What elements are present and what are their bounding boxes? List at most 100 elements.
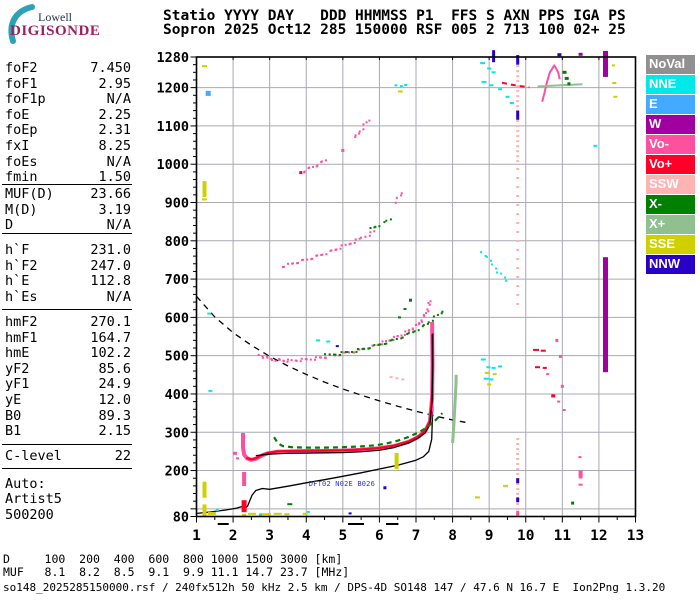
parameter-value: N/A	[106, 91, 131, 108]
parameter-value: N/A	[106, 288, 131, 305]
legend-item-x: X-	[646, 195, 695, 214]
parameter-value: 12.0	[98, 391, 131, 408]
parameter-label: yE	[5, 391, 22, 408]
parameter-label: B1	[5, 423, 22, 440]
svg-text:700: 700	[165, 272, 189, 288]
svg-text:2: 2	[229, 528, 238, 544]
legend-item-e: E	[646, 95, 695, 114]
parameter-section: foF2 7.450 foF1 2.95 foF1p N/A foE 2.25 foEp 2.31…	[5, 60, 131, 186]
legend-item-sse: SSE	[646, 235, 695, 254]
parameter-value: 2.95	[98, 75, 131, 92]
panel-separator	[2, 184, 132, 185]
parameter-row-hf: h`F 231.0	[5, 242, 131, 259]
legend-item-vo: Vo-	[646, 135, 695, 154]
parameter-row-yf2: yF2 85.6	[5, 360, 131, 378]
parameter-label: MUF(D)	[5, 186, 54, 202]
svg-text:10: 10	[517, 528, 534, 544]
svg-text:300: 300	[165, 425, 189, 441]
parameter-label: D	[5, 217, 14, 234]
parameter-row-fof1p: foF1p N/A	[5, 92, 131, 108]
svg-text:1280: 1280	[156, 50, 189, 66]
parameter-label: h`F	[5, 242, 30, 258]
parameter-row-b0: B0 89.3	[5, 407, 131, 425]
parameter-row-b1: B1 2.15	[5, 424, 131, 440]
parameter-value: 2.31	[98, 122, 131, 139]
svg-text:600: 600	[165, 310, 189, 326]
parameter-value: 231.0	[90, 242, 131, 258]
topright-xplus-line	[537, 83, 583, 88]
parameter-value: 89.3	[98, 407, 131, 424]
x-trace-top	[451, 374, 458, 444]
profile-annotation: DFT02 N02E B026	[309, 480, 375, 488]
lowell-digisonde-logo: Lowell DIGISONDE	[2, 2, 157, 46]
ionogram-traces	[196, 55, 583, 516]
parameter-row-foep: foEp 2.31	[5, 123, 131, 139]
topright-red-dashes	[501, 81, 530, 89]
parameter-section: C-level 22	[5, 448, 131, 465]
legend-item-noval: NoVal	[646, 55, 695, 74]
parameter-label: foEp	[5, 122, 38, 139]
parameter-label: fmin	[5, 169, 38, 186]
svg-text:1: 1	[192, 528, 201, 544]
svg-text:800: 800	[165, 234, 189, 250]
svg-text:12: 12	[590, 528, 607, 544]
parameter-row-hmf1: hmF1 164.7	[5, 329, 131, 347]
panel-separator	[2, 468, 132, 469]
parameter-label: yF2	[5, 360, 30, 377]
x-trace	[273, 412, 444, 449]
parameter-value: 85.6	[98, 360, 131, 377]
parameter-label: C-level	[5, 448, 62, 464]
parameter-row-fxi: fxI 8.25	[5, 137, 131, 155]
parameter-label: foEs	[5, 153, 38, 170]
parameter-row-hmf2: hmF2 270.1	[5, 314, 131, 331]
parameter-value: 23.66	[90, 186, 131, 202]
svg-text:11: 11	[554, 528, 572, 544]
parameter-label: yF1	[5, 376, 30, 393]
svg-text:80: 80	[173, 510, 189, 526]
legend-item-w: W	[646, 115, 695, 134]
parameter-label: B0	[5, 407, 22, 424]
svg-text:400: 400	[165, 387, 189, 403]
svg-text:6: 6	[375, 528, 384, 544]
parameter-row-ye: yE 12.0	[5, 391, 131, 409]
legend-item-x: X+	[646, 215, 695, 234]
parameter-value: N/A	[106, 153, 131, 170]
svg-text:1000: 1000	[156, 157, 189, 173]
parameter-value: 270.1	[90, 314, 131, 330]
autoscaler-name: Artist5	[5, 491, 62, 507]
parameter-value: 164.7	[90, 329, 131, 346]
footer-distance-row: D 100 200 400 600 800 1000 1500 3000 [km…	[3, 552, 343, 566]
svg-text:5: 5	[338, 528, 347, 544]
svg-text:200: 200	[165, 464, 189, 480]
svg-text:1200: 1200	[156, 81, 189, 97]
panel-separator	[2, 444, 132, 445]
o-trace-fringe	[241, 321, 435, 462]
panel-separator	[2, 233, 132, 234]
parameter-row-foe: foE 2.25	[5, 106, 131, 124]
parameter-row-md: M(D) 3.19	[5, 202, 131, 219]
footer-file-info-line: so148_2025285150000.rsf / 240fx512h 50 k…	[3, 581, 666, 594]
parameter-label: fxI	[5, 137, 30, 154]
parameter-label: hmF2	[5, 314, 38, 330]
scatter-echo-marks	[202, 50, 618, 517]
parameter-section: hmF2 270.1 hmF1 164.7 hmE 102.2 yF2 85.6 yF1 24.9…	[5, 314, 131, 440]
parameter-value: 24.9	[98, 376, 131, 393]
topright-pink-hook	[541, 64, 561, 103]
digisonde-logo-text: DIGISONDE	[10, 23, 101, 39]
parameter-row-hme: hmE 102.2	[5, 346, 131, 362]
parameter-value: N/A	[106, 217, 131, 234]
logo-swoosh-icon	[8, 4, 35, 44]
parameter-value: 8.25	[98, 137, 131, 154]
descending-echo-cyan	[480, 251, 508, 282]
parameter-label: foE	[5, 106, 30, 123]
parameter-row-fmin: fmin 1.50	[5, 170, 131, 186]
parameter-row-hf2: h`F2 247.0	[5, 258, 131, 275]
parameter-label: h`E	[5, 273, 30, 290]
parameter-label: h`Es	[5, 288, 38, 305]
header-values-line: Sopron 2025 Oct12 285 150000 RSF 005 2 7…	[163, 22, 626, 38]
header-columns-line: Statio YYYY DAY DDD HHMMSS P1 FFS S AXN …	[163, 8, 626, 24]
legend-item-vo: Vo+	[646, 155, 695, 174]
svg-text:500: 500	[165, 349, 189, 365]
parameter-value: 2.25	[98, 106, 131, 123]
